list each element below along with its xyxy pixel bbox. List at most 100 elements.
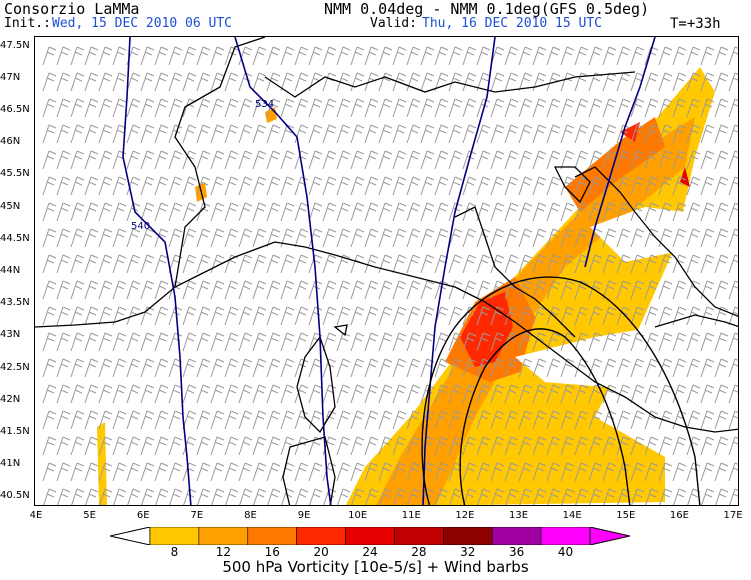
wind-barb (490, 176, 505, 196)
valid-label: Valid: (370, 16, 417, 31)
wind-barb (225, 488, 239, 505)
wind-barb (658, 436, 673, 456)
wind-barb (322, 280, 337, 300)
wind-barb (462, 358, 477, 378)
wind-barb (392, 72, 407, 92)
wind-barb (728, 176, 738, 196)
wind-barb (560, 462, 575, 482)
wind-barb (658, 332, 673, 352)
wind-barb (406, 202, 421, 222)
wind-barb (140, 280, 155, 300)
wind-barb (378, 254, 393, 274)
wind-barb (728, 46, 738, 66)
wind-barb (364, 280, 379, 300)
wind-barb (589, 488, 603, 505)
wind-barb (308, 384, 323, 404)
wind-barb (308, 176, 323, 196)
wind-barb (588, 280, 603, 300)
wind-barb (182, 358, 197, 378)
wind-barb (294, 462, 309, 482)
wind-barb (196, 436, 211, 456)
wind-barb (686, 228, 701, 248)
wind-barb (406, 358, 421, 378)
wind-barb (532, 280, 547, 300)
wind-barb (504, 436, 519, 456)
wind-barb (112, 358, 127, 378)
wind-barb (70, 202, 85, 222)
wind-barb (168, 228, 183, 248)
wind-barb (490, 358, 505, 378)
wind-barb (644, 332, 659, 352)
wind-barb (420, 72, 435, 92)
wind-barb (434, 436, 449, 456)
wind-barb (378, 280, 393, 300)
wind-barb (406, 176, 421, 196)
wind-barb (252, 358, 267, 378)
wind-barb (280, 410, 295, 430)
wind-barb (280, 280, 295, 300)
wind-barb (378, 384, 393, 404)
wind-barb (560, 436, 575, 456)
wind-barb (518, 306, 533, 326)
wind-barb (420, 124, 435, 144)
wind-barb (714, 332, 729, 352)
wind-barb (588, 306, 603, 326)
wind-barb (518, 410, 533, 430)
coastlines (35, 37, 738, 505)
wind-barb (532, 410, 547, 430)
wind-barb (56, 46, 71, 66)
wind-barb (546, 254, 561, 274)
wind-barb (476, 436, 491, 456)
wind-barb (238, 150, 253, 170)
wind-barb (490, 384, 505, 404)
wind-barb (210, 280, 225, 300)
colorbar-cell (345, 527, 395, 545)
wind-barb (182, 202, 197, 222)
wind-barb (686, 358, 701, 378)
colorbar-cell (296, 527, 346, 545)
colorbar-max-arrow (589, 527, 630, 545)
wind-barb (56, 150, 71, 170)
wind-barb (518, 72, 533, 92)
wind-barb (434, 462, 449, 482)
wind-barb (280, 436, 295, 456)
wind-barb (140, 176, 155, 196)
wind-barb (658, 124, 673, 144)
wind-barb (98, 410, 113, 430)
wind-barb (252, 124, 267, 144)
wind-barb (294, 280, 309, 300)
wind-barb (364, 384, 379, 404)
longitude-label: 9E (297, 510, 311, 521)
wind-barb (308, 358, 323, 378)
init-label: Init.: (4, 16, 51, 31)
wind-barb (532, 306, 547, 326)
wind-barb (574, 228, 589, 248)
wind-barb (672, 228, 687, 248)
wind-barb (490, 410, 505, 430)
wind-barb (546, 358, 561, 378)
wind-barb (70, 176, 85, 196)
wind-barb (238, 410, 253, 430)
wind-barb (56, 462, 71, 482)
wind-barb (728, 332, 738, 352)
wind-barb (238, 176, 253, 196)
wind-barb (196, 306, 211, 326)
wind-barb (266, 410, 281, 430)
wind-barb (490, 462, 505, 482)
colorbar-label: 32 (460, 545, 476, 559)
wind-barb (224, 332, 239, 352)
wind-barb (294, 124, 309, 144)
wind-barb (70, 46, 85, 66)
wind-barb (322, 176, 337, 196)
wind-barb (700, 384, 715, 404)
wind-barb (84, 124, 99, 144)
vorticity-band-24 (680, 167, 690, 187)
wind-barb (533, 488, 547, 505)
wind-barb (588, 98, 603, 118)
wind-barb (532, 358, 547, 378)
wind-barb (308, 124, 323, 144)
wind-barb (98, 202, 113, 222)
lead-time: T=+33h (670, 16, 721, 32)
wind-barb (112, 332, 127, 352)
wind-barb (434, 150, 449, 170)
